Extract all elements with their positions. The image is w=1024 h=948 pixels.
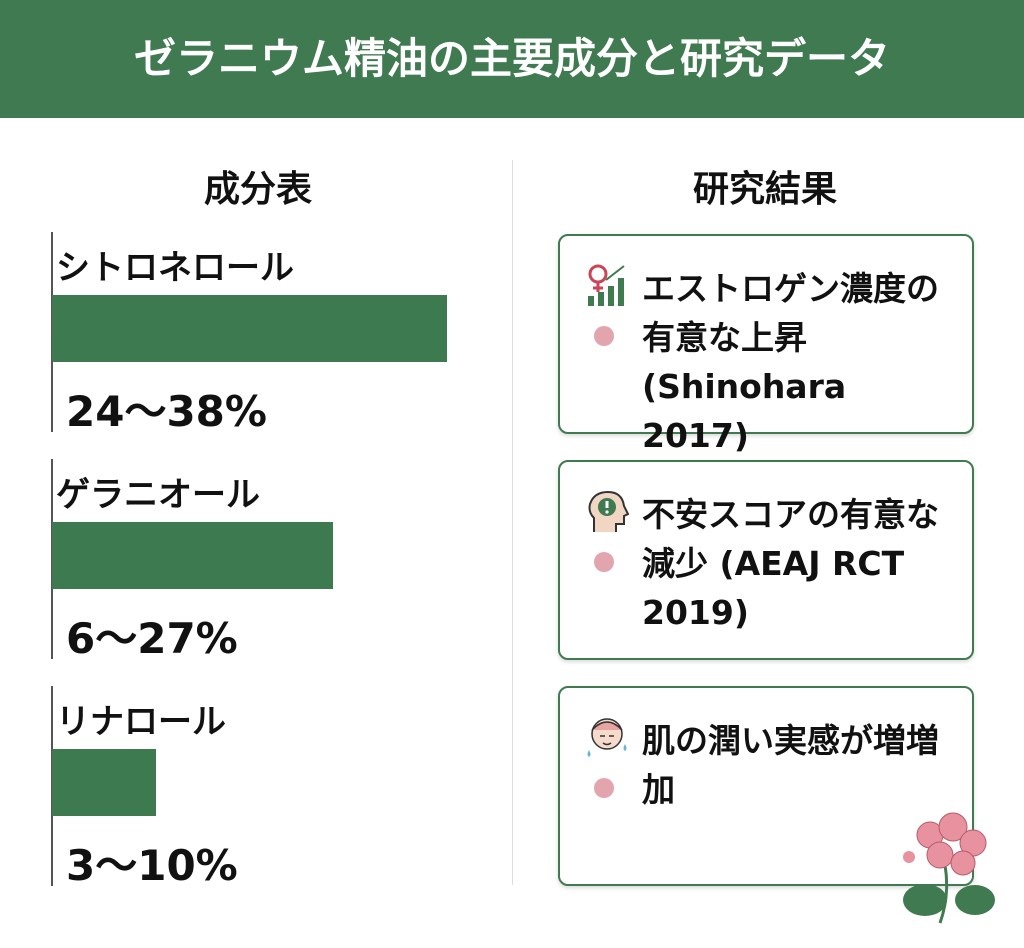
card-text: エストロゲン濃度の有意な上昇 (Shinohara 2017) xyxy=(642,269,939,455)
bullet xyxy=(594,778,614,798)
bar xyxy=(52,295,447,362)
value-label: 24〜38% xyxy=(66,387,267,436)
header xyxy=(0,0,1024,118)
card-icon xyxy=(588,264,625,306)
bar xyxy=(52,749,156,816)
bar xyxy=(52,522,333,589)
flower-decoration xyxy=(903,812,995,924)
value-label: 3〜10% xyxy=(66,841,238,890)
value-label: 6〜27% xyxy=(66,614,238,663)
research-heading: 研究結果 xyxy=(692,169,837,210)
chart-heading: 成分表 xyxy=(203,169,312,210)
research-card: 不安スコアの有意な減少 (AEAJ RCT 2019) xyxy=(558,460,974,660)
title: ゼラニウム精油の主要成分と研究データ xyxy=(133,34,890,83)
research-card: エストロゲン濃度の有意な上昇 (Shinohara 2017) xyxy=(558,234,974,455)
card-text: 肌の潤い実感が増増加 xyxy=(642,721,939,809)
card-text: 不安スコアの有意な減少 (AEAJ RCT 2019) xyxy=(642,495,939,632)
card-icon xyxy=(587,718,627,757)
card-icon xyxy=(588,490,630,532)
research-card: 肌の潤い実感が増増加 xyxy=(558,686,974,886)
bullet xyxy=(594,326,614,346)
category-label: シトロネロール xyxy=(56,248,294,288)
category-label: ゲラニオール xyxy=(56,475,260,515)
bullet xyxy=(594,552,614,572)
divider xyxy=(512,160,513,885)
category-label: リナロール xyxy=(56,702,226,742)
